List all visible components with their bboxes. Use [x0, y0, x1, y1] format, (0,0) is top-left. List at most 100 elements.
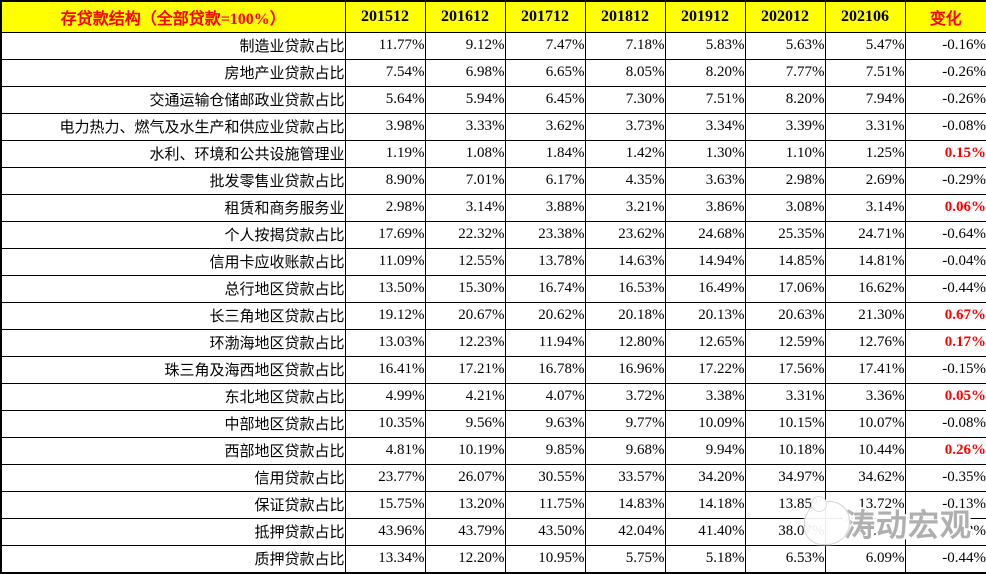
value-cell: 7.77%	[744, 58, 826, 87]
value-cell: 1.08%	[424, 139, 506, 168]
value-cell: 3.36%	[824, 382, 906, 411]
value-cell: 17.22%	[664, 355, 746, 384]
value-cell: 17.56%	[744, 355, 826, 384]
value-cell: 17.21%	[424, 355, 506, 384]
value-cell: 16.53%	[584, 274, 666, 303]
value-cell: 26.07%	[424, 463, 506, 492]
value-cell: 16.41%	[344, 355, 426, 384]
value-cell: 25.35%	[744, 220, 826, 249]
row-label: 环渤海地区贷款占比	[0, 328, 346, 357]
value-cell: 11.75%	[504, 490, 586, 519]
value-cell: 1.42%	[584, 139, 666, 168]
value-cell: 8.05%	[584, 58, 666, 87]
value-cell: 3.98%	[344, 112, 426, 141]
value-cell: 16.96%	[584, 355, 666, 384]
table-row: 质押贷款占比 13.34% 12.20% 10.95% 5.75% 5.18% 6.53% 6…	[0, 544, 986, 574]
value-cell: 4.35%	[584, 166, 666, 195]
value-cell: 10.15%	[744, 409, 826, 438]
value-cell: 3.14%	[424, 193, 506, 222]
value-cell: 3.88%	[504, 193, 586, 222]
table-row: 东北地区贷款占比 4.99% 4.21% 4.07% 3.72% 3.38% 3.31% 3.…	[0, 382, 986, 411]
row-label: 制造业贷款占比	[0, 32, 346, 60]
value-cell: 3.63%	[664, 166, 746, 195]
change-cell: -0.42%	[904, 517, 986, 546]
value-cell: 2.98%	[344, 193, 426, 222]
value-cell: 7.94%	[824, 85, 906, 114]
value-cell: 5.64%	[344, 85, 426, 114]
table-row: 西部地区贷款占比 4.81% 10.19% 9.85% 9.68% 9.94% 10.18%…	[0, 436, 986, 465]
change-cell: 0.15%	[904, 139, 986, 168]
value-cell: 1.19%	[344, 139, 426, 168]
row-label: 中部地区贷款占比	[0, 409, 346, 438]
table-row: 抵押贷款占比 43.96% 43.79% 43.50% 42.04% 41.40% 38.0…	[0, 517, 986, 546]
value-cell: 5.47%	[824, 32, 906, 60]
value-cell: 6.53%	[744, 544, 826, 574]
table-title: 存贷款结构（全部贷款=100%）	[0, 0, 346, 33]
value-cell: 5.18%	[664, 544, 746, 574]
change-cell: -0.13%	[904, 490, 986, 519]
value-cell: 6.17%	[504, 166, 586, 195]
value-cell: 13.50%	[344, 274, 426, 303]
value-cell: 34.20%	[664, 463, 746, 492]
value-cell: 17.69%	[344, 220, 426, 249]
value-cell: 20.18%	[584, 301, 666, 330]
value-cell: 13.03%	[344, 328, 426, 357]
value-cell: 7.54%	[344, 58, 426, 87]
value-cell: 17.41%	[824, 355, 906, 384]
row-label: 房地产业贷款占比	[0, 58, 346, 87]
change-cell: -0.04%	[904, 247, 986, 276]
value-cell: 9.68%	[584, 436, 666, 465]
value-cell: 4.21%	[424, 382, 506, 411]
row-label: 保证贷款占比	[0, 490, 346, 519]
value-cell: 11.94%	[504, 328, 586, 357]
value-cell: 9.12%	[424, 32, 506, 60]
value-cell: 3.38%	[664, 382, 746, 411]
table-row: 长三角地区贷款占比 19.12% 20.67% 20.62% 20.18% 20.13% 2…	[0, 301, 986, 330]
change-cell: 0.05%	[904, 382, 986, 411]
row-label: 总行地区贷款占比	[0, 274, 346, 303]
table-row: 批发零售业贷款占比 8.90% 7.01% 6.17% 4.35% 3.63% 2.98% 2…	[0, 166, 986, 195]
table-row: 环渤海地区贷款占比 13.03% 12.23% 11.94% 12.80% 12.65% 1…	[0, 328, 986, 357]
value-cell: 6.98%	[424, 58, 506, 87]
value-cell: 20.63%	[744, 301, 826, 330]
value-cell: 3.31%	[824, 112, 906, 141]
change-cell: 0.67%	[904, 301, 986, 330]
column-header-period: 201612	[424, 0, 506, 33]
value-cell: 13.20%	[424, 490, 506, 519]
table-body: 制造业贷款占比 11.77% 9.12% 7.47% 7.18% 5.83% 5.63% 5.…	[0, 32, 986, 574]
value-cell: 3.08%	[744, 193, 826, 222]
value-cell: 23.38%	[504, 220, 586, 249]
value-cell: 34.62%	[824, 463, 906, 492]
value-cell: 1.10%	[744, 139, 826, 168]
value-cell: 17.06%	[744, 274, 826, 303]
value-cell: 42.04%	[584, 517, 666, 546]
value-cell: 9.77%	[584, 409, 666, 438]
column-header-period: 201812	[584, 0, 666, 33]
value-cell: 3.73%	[584, 112, 666, 141]
change-cell: 0.06%	[904, 193, 986, 222]
value-cell: 15.30%	[424, 274, 506, 303]
value-cell: 13.78%	[504, 247, 586, 276]
value-cell: 2.69%	[824, 166, 906, 195]
value-cell: 20.67%	[424, 301, 506, 330]
value-cell: 7.51%	[824, 58, 906, 87]
value-cell: 16.49%	[664, 274, 746, 303]
row-label: 西部地区贷款占比	[0, 436, 346, 465]
value-cell: 43.50%	[504, 517, 586, 546]
value-cell: 1.25%	[824, 139, 906, 168]
value-cell: 43.79%	[424, 517, 506, 546]
value-cell: 7.18%	[584, 32, 666, 60]
value-cell: 3.31%	[744, 382, 826, 411]
value-cell: 33.57%	[584, 463, 666, 492]
value-cell: 1.30%	[664, 139, 746, 168]
row-label: 抵押贷款占比	[0, 517, 346, 546]
row-label: 珠三角及海西地区贷款占比	[0, 355, 346, 384]
value-cell: 10.19%	[424, 436, 506, 465]
row-label: 交通运输仓储邮政业贷款占比	[0, 85, 346, 114]
table-row: 信用卡应收账款占比 11.09% 12.55% 13.78% 14.63% 14.94% 1…	[0, 247, 986, 276]
value-cell: 3.39%	[744, 112, 826, 141]
value-cell: 10.95%	[504, 544, 586, 574]
value-cell: 16.74%	[504, 274, 586, 303]
value-cell: 8.90%	[344, 166, 426, 195]
